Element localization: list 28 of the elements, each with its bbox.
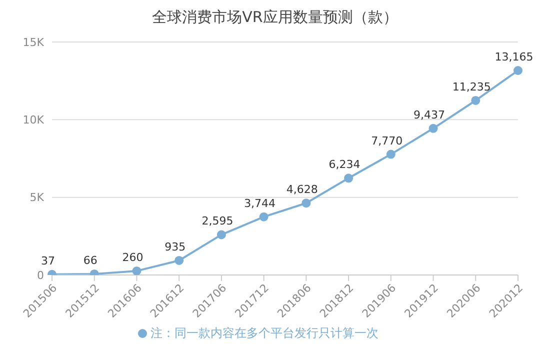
- y-tick-label: 0: [37, 268, 44, 282]
- point: [302, 198, 311, 208]
- point: [174, 256, 184, 265]
- data-label: 935: [164, 240, 186, 254]
- point: [514, 66, 522, 76]
- point: [471, 96, 480, 105]
- data-label: 66: [83, 254, 98, 267]
- point: [428, 124, 438, 133]
- legend-label: 注：同一款内容在多个平台发行只计算一次: [150, 326, 378, 340]
- data-label: 2,595: [202, 214, 234, 228]
- data-label: 7,770: [371, 134, 403, 148]
- data-label: 4,628: [286, 183, 318, 196]
- chart-title: 全球消费市场VR应用数量预测（款）: [151, 8, 399, 28]
- data-label: 9,437: [414, 108, 446, 122]
- y-tick-label: 5K: [30, 191, 45, 204]
- y-tick-label: 15K: [22, 36, 45, 49]
- point: [216, 230, 226, 240]
- data-label: 260: [122, 250, 144, 264]
- data-label: 3,744: [244, 196, 276, 210]
- data-label: 37: [41, 254, 55, 268]
- point: [132, 266, 142, 275]
- point: [386, 150, 396, 159]
- data-label: 6,234: [328, 158, 360, 172]
- y-tick-label: 10K: [22, 114, 45, 127]
- point: [259, 212, 268, 222]
- data-label: 13,165: [494, 50, 534, 64]
- data-label: 11,235: [452, 80, 491, 94]
- point: [344, 174, 354, 183]
